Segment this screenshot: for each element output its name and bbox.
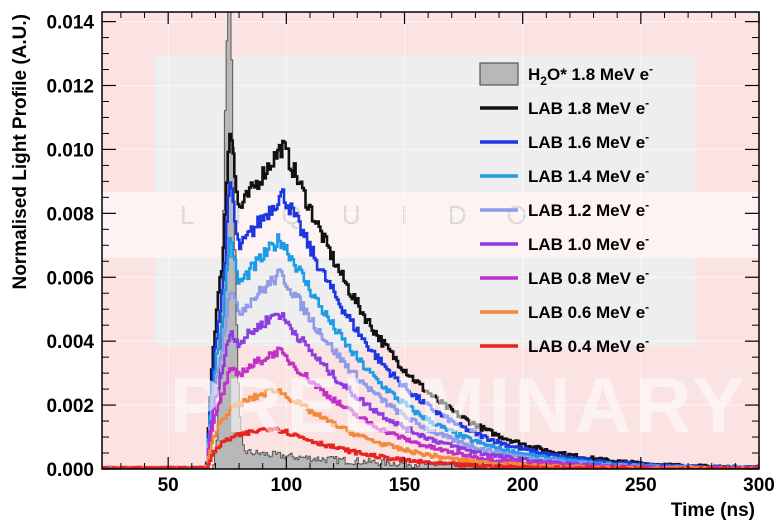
x-tick-label: 250 bbox=[625, 475, 657, 496]
x-tick-label: 100 bbox=[270, 475, 302, 496]
x-axis-title: Time (ns) bbox=[671, 500, 755, 521]
series-line-7 bbox=[102, 387, 759, 469]
legend-label: LAB 1.2 MeV e- bbox=[528, 198, 649, 220]
legend-label: LAB 1.6 MeV e- bbox=[528, 130, 649, 152]
y-tick-label: 0.010 bbox=[46, 140, 94, 161]
legend: H2O* 1.8 MeV e- LAB 1.8 MeV e- LAB 1.6 MeV… bbox=[479, 62, 653, 356]
y-tick-label: 0.006 bbox=[46, 268, 94, 289]
legend-swatch-h2o bbox=[479, 62, 519, 86]
legend-label: LAB 1.8 MeV e- bbox=[528, 96, 649, 118]
legend-label: LAB 1.4 MeV e- bbox=[528, 164, 649, 186]
x-tick-label: 200 bbox=[507, 475, 539, 496]
legend-label: LAB 0.6 MeV e- bbox=[528, 300, 649, 322]
legend-label: LAB 1.0 MeV e- bbox=[528, 232, 649, 254]
y-tick-label: 0.004 bbox=[46, 332, 94, 353]
axes: 50 100 150 200 250 300 0.000 0.002 0.004 0.006 0.0… bbox=[46, 12, 775, 496]
y-tick-label: 0.012 bbox=[46, 77, 94, 98]
plot-frame bbox=[101, 11, 760, 470]
y-tick-label: 0.002 bbox=[46, 396, 94, 417]
legend-label: LAB 0.8 MeV e- bbox=[528, 266, 649, 288]
preliminary-watermark: PRELIMINARY bbox=[170, 361, 748, 449]
y-tick-label: 0.008 bbox=[46, 204, 94, 225]
y-tick-label: 0.014 bbox=[46, 13, 94, 34]
x-tick-label: 300 bbox=[743, 475, 775, 496]
x-tick-label: 50 bbox=[158, 475, 179, 496]
y-tick-label: 0.000 bbox=[46, 460, 94, 481]
y-axis-title: Normalised Light Profile (A.U.) bbox=[10, 14, 31, 290]
x-tick-label: 150 bbox=[389, 475, 421, 496]
legend-label: LAB 0.4 MeV e- bbox=[528, 334, 649, 356]
legend-label: H2O* 1.8 MeV e- bbox=[528, 62, 653, 88]
logo-band bbox=[102, 192, 759, 258]
